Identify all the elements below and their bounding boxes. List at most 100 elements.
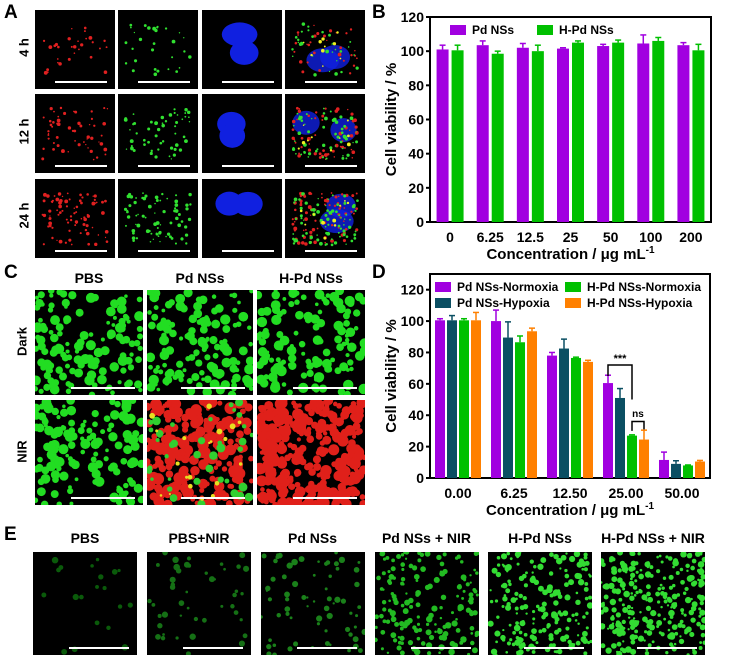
legend-swatch (450, 25, 466, 35)
bar-h-pd-nss (692, 50, 705, 222)
x-axis-label: Concentration / μg mL-1 (486, 245, 655, 263)
legend-label: H-Pd NSs-Normoxia (587, 280, 701, 294)
y-tick-label: 100 (401, 43, 425, 59)
y-tick-label: 120 (401, 9, 425, 25)
panel-label-b: B (372, 2, 386, 23)
bar-h-pd-nss-hypoxia (583, 361, 593, 478)
live-stain-image-3 (375, 552, 479, 655)
live-stain-image-2 (261, 552, 365, 655)
y-tick-label: 0 (416, 214, 424, 230)
bar-pd-nss-normoxia (491, 321, 501, 478)
scale-bar (293, 497, 357, 499)
legend-swatch (565, 298, 581, 308)
bar-h-pd-nss-hypoxia (695, 461, 705, 478)
micrograph-red-4h (35, 10, 115, 89)
y-tick-label: 60 (408, 112, 424, 128)
scale-bar (55, 165, 107, 167)
live-dead-dark-1 (147, 290, 253, 395)
bar-h-pd-nss-hypoxia (527, 331, 537, 478)
live-dead-nir-2 (257, 400, 365, 505)
legend-label: H-Pd NSs (559, 23, 614, 37)
micrograph-blue-24h (202, 179, 282, 258)
x-axis-label: Concentration / μg mL-1 (486, 501, 655, 519)
scale-bar (181, 497, 245, 499)
bar-pd-nss-normoxia (547, 355, 557, 478)
scale-bar (305, 165, 357, 167)
scale-bar (222, 81, 274, 83)
y-tick-label: 80 (408, 344, 424, 360)
scale-bar (524, 647, 584, 649)
bar-h-pd-nss-hypoxia (639, 439, 649, 478)
scale-bar (71, 387, 135, 389)
x-tick-label: 6.25 (477, 229, 504, 245)
live-stain-image-5 (601, 552, 705, 655)
micrograph-green-24h (118, 179, 198, 258)
y-tick-label: 100 (401, 313, 425, 329)
micrograph-merge-4h (285, 10, 365, 89)
legend-label: H-Pd NSs-Hypoxia (587, 296, 693, 310)
x-tick-label: 200 (679, 229, 703, 245)
bar-h-pd-nss-normoxia (627, 435, 637, 478)
y-tick-label: 40 (408, 146, 424, 162)
micrograph-red-24h (35, 179, 115, 258)
x-tick-label: 0.00 (444, 485, 471, 501)
live-dead-nir-1 (147, 400, 253, 505)
bar-h-pd-nss-normoxia (515, 342, 525, 478)
bar-pd-nss-hypoxia (559, 348, 569, 478)
scale-bar (297, 647, 357, 649)
legend-swatch (565, 282, 581, 292)
micrograph-green-12h (118, 94, 198, 173)
micrograph-merge-12h (285, 94, 365, 173)
bar-h-pd-nss (652, 40, 665, 222)
panel-label-c: C (4, 262, 18, 283)
micrograph-blue-12h (202, 94, 282, 173)
panel-label-e: E (4, 524, 17, 545)
scale-bar (183, 647, 243, 649)
col-header-h-pd-nss: H-Pd NSs (508, 530, 572, 546)
scale-bar (181, 387, 245, 389)
y-axis-label: Cell viability / % (383, 319, 400, 432)
bar-pd-nss-hypoxia (503, 337, 513, 478)
x-tick-label: 12.5 (517, 229, 544, 245)
col-header-h-pd-nss-nir: H-Pd NSs + NIR (601, 530, 705, 546)
y-tick-label: 80 (408, 77, 424, 93)
col-header-pd-nss-nir: Pd NSs + NIR (381, 530, 472, 546)
bar-h-pd-nss (572, 42, 584, 222)
bar-pd-nss (557, 48, 569, 222)
bar-pd-nss-hypoxia (615, 397, 625, 478)
live-stain-image-0 (33, 552, 137, 655)
significance-bracket (631, 420, 645, 431)
bar-h-pd-nss-normoxia (459, 320, 469, 478)
legend-label: Pd NSs (472, 23, 514, 37)
micrograph-merge-24h (285, 179, 365, 258)
scale-bar (411, 647, 471, 649)
y-tick-label: 60 (408, 376, 424, 392)
legend-swatch (537, 25, 553, 35)
scale-bar (305, 250, 357, 252)
micrograph-green-4h (118, 10, 198, 89)
y-tick-label: 40 (408, 407, 424, 423)
x-tick-label: 25 (563, 229, 579, 245)
x-tick-label: 0 (446, 229, 454, 245)
live-dead-dark-0 (35, 290, 143, 395)
scale-bar (55, 250, 107, 252)
col-header-h-pd-nss: H-Pd NSs (279, 270, 343, 286)
legend-label: Pd NSs-Normoxia (457, 280, 559, 294)
scale-bar (222, 165, 274, 167)
x-tick-label: 12.50 (552, 485, 587, 501)
scale-bar (138, 165, 190, 167)
bar-h-pd-nss (491, 53, 504, 222)
y-tick-label: 20 (408, 439, 424, 455)
legend-label: Pd NSs-Hypoxia (457, 296, 550, 310)
legend-swatch (435, 298, 451, 308)
bar-pd-nss-normoxia (603, 383, 613, 478)
bar-pd-nss-hypoxia (671, 463, 681, 478)
legend-swatch (435, 282, 451, 292)
col-header-pd-nss: Pd NSs (287, 530, 337, 546)
bar-pd-nss (677, 45, 690, 222)
significance-bracket (607, 364, 633, 400)
live-stain-image-4 (488, 552, 592, 655)
y-tick-label: 0 (416, 470, 424, 486)
